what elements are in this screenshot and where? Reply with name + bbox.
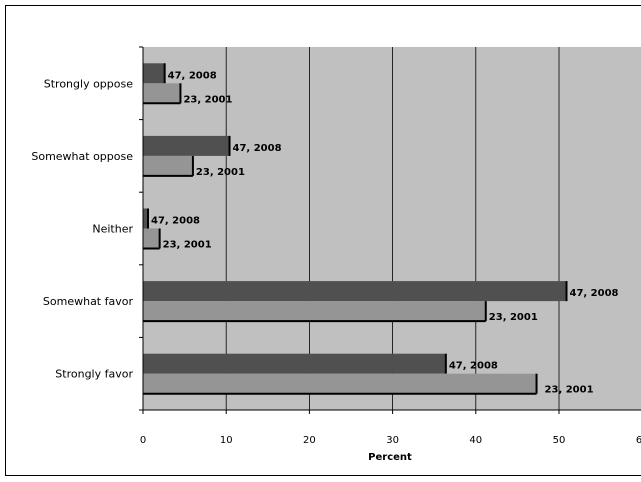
data-label: 47, 2008 (449, 361, 498, 372)
bar (143, 135, 230, 156)
bar (143, 155, 193, 176)
data-label: 23, 2001 (489, 312, 538, 323)
data-label: 47, 2008 (151, 216, 200, 227)
labels: 0 10 20 30 40 50 60 Strongly oppose 47, 2008 23, … (31, 70, 641, 446)
bar (143, 83, 181, 104)
bar (143, 373, 537, 394)
data-label: 23, 2001 (545, 385, 594, 396)
data-label: 23, 2001 (183, 94, 232, 105)
category-label: Strongly oppose (44, 77, 133, 90)
category-label: Strongly favor (55, 368, 133, 381)
data-label: 47, 2008 (569, 288, 618, 299)
category-label: Neither (92, 223, 133, 236)
x-tick-label: 40 (469, 435, 482, 446)
data-label: 47, 2008 (168, 70, 217, 81)
category-label: Somewhat favor (43, 295, 134, 308)
bar (143, 63, 165, 84)
x-tick-label: 10 (220, 435, 233, 446)
bars (143, 63, 568, 395)
bar (143, 208, 148, 229)
gridlines (225, 47, 560, 410)
bar (143, 301, 486, 322)
x-tick-label: 50 (553, 435, 566, 446)
category-label: Somewhat oppose (31, 150, 133, 163)
x-tick-label: 30 (386, 435, 399, 446)
x-tick-label: 0 (140, 435, 146, 446)
bar (143, 353, 446, 374)
x-tick-label: 60 (636, 435, 641, 446)
bar (143, 228, 160, 249)
axes (139, 46, 641, 414)
x-axis-title: Percent (368, 452, 412, 463)
x-tick-label: 20 (303, 435, 316, 446)
data-label: 47, 2008 (233, 143, 282, 154)
bar (143, 281, 567, 302)
data-label: 23, 2001 (196, 167, 245, 178)
data-label: 23, 2001 (163, 240, 212, 251)
